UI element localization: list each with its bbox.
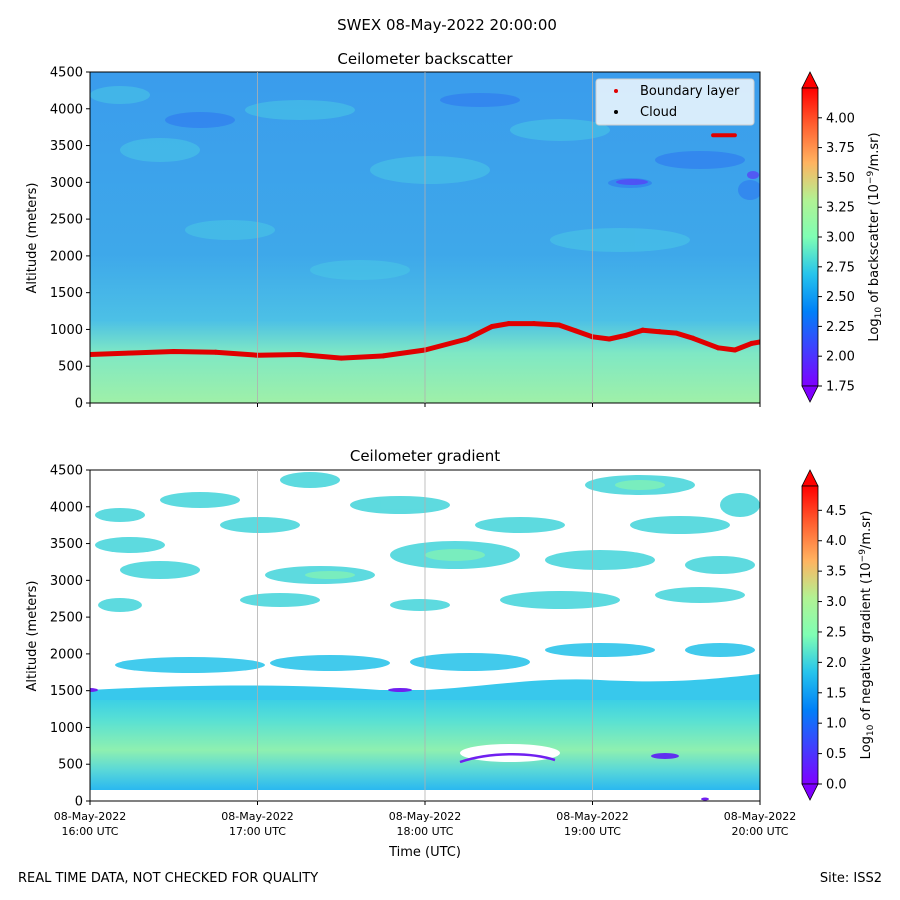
boundary-layer-point	[531, 321, 537, 327]
legend-label-boundary-layer: Boundary layer	[640, 84, 740, 99]
colorbar-tick-label: 3.25	[826, 201, 855, 216]
y-tick-label: 500	[58, 758, 83, 773]
boundary-layer-point	[749, 340, 755, 346]
boundary-layer-point	[732, 347, 738, 353]
colorbar-tick-label: 4.0	[826, 534, 847, 549]
boundary-layer-point	[757, 339, 760, 345]
boundary-layer-point	[129, 350, 135, 356]
y-tick-label: 3500	[50, 139, 83, 154]
y-tick-label: 3000	[50, 176, 83, 191]
boundary-layer-point	[573, 328, 579, 334]
boundary-layer-point	[690, 335, 696, 341]
gradient-title: Ceilometer gradient	[350, 447, 500, 465]
y-tick-label: 1500	[50, 286, 83, 301]
x-tick-time: 17:00 UTC	[229, 825, 286, 838]
y-tick-label: 3000	[50, 574, 83, 589]
gradient-y-axis: 0 500 1000 1500 2000 2500 3000 3500 4000 4500	[50, 464, 90, 810]
footer-quality-note: REAL TIME DATA, NOT CHECKED FOR QUALITY	[18, 871, 318, 886]
x-tick-time: 19:00 UTC	[564, 825, 621, 838]
colorbar-tick-label: 1.0	[826, 717, 847, 732]
y-tick-label: 2500	[50, 213, 83, 228]
figure-title: SWEX 08-May-2022 20:00:00	[337, 16, 557, 34]
colorbar-tick-label: 3.0	[826, 595, 847, 610]
colorbar-tick-label: 2.00	[826, 350, 855, 365]
gradient-x-axis: 08-May-2022 16:00 UTC 08-May-2022 17:00 UTC…	[54, 470, 796, 838]
boundary-layer-series	[90, 321, 760, 361]
y-tick-label: 1500	[50, 684, 83, 699]
legend: Boundary layer Cloud	[595, 78, 755, 126]
x-tick-date: 08-May-2022	[389, 810, 461, 823]
colorbar-tick-label: 2.25	[826, 320, 855, 335]
boundary-layer-point	[556, 322, 562, 328]
backscatter-ylabel: Altitude (meters)	[25, 183, 40, 294]
legend-marker-cloud	[614, 110, 618, 114]
colorbar-tick-label: 0.5	[826, 747, 847, 762]
y-tick-label: 4000	[50, 500, 83, 515]
colorbar-tick-label: 3.5	[826, 565, 847, 580]
boundary-layer-point	[640, 327, 646, 333]
boundary-layer-point	[715, 345, 721, 351]
x-axis-label: Time (UTC)	[388, 845, 461, 860]
colorbar-tick-label: 2.75	[826, 260, 855, 275]
x-tick-time: 16:00 UTC	[61, 825, 118, 838]
boundary-layer-point	[296, 351, 302, 357]
x-tick-date: 08-May-2022	[221, 810, 293, 823]
y-tick-label: 1000	[50, 323, 83, 338]
legend-label-cloud: Cloud	[640, 105, 677, 120]
boundary-layer-point	[90, 351, 93, 357]
y-tick-label: 500	[58, 360, 83, 375]
y-tick-label: 4000	[50, 102, 83, 117]
x-tick-time: 20:00 UTC	[731, 825, 788, 838]
y-tick-label: 2500	[50, 611, 83, 626]
colorbar-tick-label: 4.5	[826, 504, 847, 519]
colorbar-tick-label: 1.5	[826, 686, 847, 701]
legend-marker-boundary-layer	[614, 89, 618, 93]
x-tick-date: 08-May-2022	[54, 810, 126, 823]
colorbar-tick-label: 0.0	[826, 778, 847, 793]
y-tick-label: 0	[75, 795, 83, 810]
boundary-layer-point	[464, 336, 470, 342]
gradient-ylabel: Altitude (meters)	[25, 581, 40, 692]
boundary-layer-point	[380, 353, 386, 359]
boundary-layer-line	[90, 321, 760, 361]
boundary-layer-point	[673, 330, 679, 336]
boundary-layer-point	[171, 349, 177, 355]
y-tick-label: 2000	[50, 249, 83, 264]
y-tick-label: 0	[75, 397, 83, 412]
gradient-heatmap	[90, 470, 760, 801]
boundary-layer-point	[213, 349, 219, 355]
colorbar-tick-label: 2.50	[826, 290, 855, 305]
colorbar-tick-label: 2.5	[826, 625, 847, 640]
colorbar-tick-label: 4.00	[826, 111, 855, 126]
x-tick-date: 08-May-2022	[724, 810, 796, 823]
colorbar-tick-label: 1.75	[826, 380, 855, 395]
boundary-layer-point	[489, 324, 495, 330]
y-tick-label: 4500	[50, 464, 83, 479]
backscatter-x-axis	[89, 72, 761, 407]
colorbar-tick-label: 2.0	[826, 656, 847, 671]
y-tick-label: 4500	[50, 66, 83, 81]
backscatter-y-axis: 0 500 1000 1500 2000 2500 3000 3500 4000 4500	[50, 66, 90, 412]
backscatter-title: Ceilometer backscatter	[337, 50, 513, 68]
boundary-layer-point	[506, 321, 512, 327]
boundary-layer-point	[623, 332, 629, 338]
y-tick-label: 2000	[50, 647, 83, 662]
y-tick-label: 3500	[50, 537, 83, 552]
backscatter-colorbar-label: Log10 of backscatter (10−9/m.sr)	[866, 132, 884, 341]
footer-site: Site: ISS2	[820, 871, 882, 886]
gradient-colorbar-label: Log10 of negative gradient (10−9/m.sr)	[858, 511, 876, 760]
boundary-layer-point	[338, 355, 344, 361]
backscatter-colorbar: 1.75 2.00 2.25 2.50 2.75 3.00 3.25 3.50 3.75 4.00	[801, 71, 855, 403]
x-tick-time: 18:00 UTC	[396, 825, 453, 838]
x-tick-date: 08-May-2022	[556, 810, 628, 823]
y-tick-label: 1000	[50, 721, 83, 736]
gradient-colorbar: 0.0 0.5 1.0 1.5 2.0 2.5 3.0 3.5 4.0 4.5	[801, 469, 847, 801]
colorbar-tick-label: 3.75	[826, 141, 855, 156]
colorbar-tick-label: 3.50	[826, 171, 855, 186]
colorbar-tick-label: 3.00	[826, 231, 855, 246]
boundary-layer-point	[606, 336, 612, 342]
boundary-layer-point	[657, 329, 662, 335]
